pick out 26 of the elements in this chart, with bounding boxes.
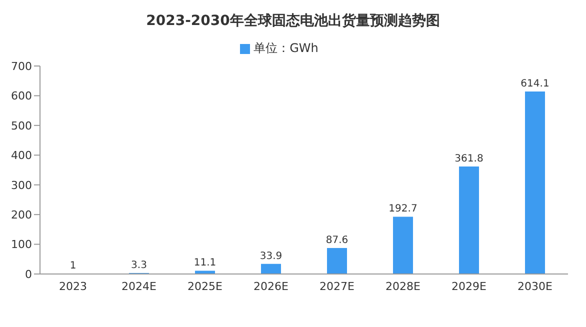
data-label: 192.7 xyxy=(388,204,418,215)
y-tick-label: 700 xyxy=(11,60,32,73)
x-tick-label: 2026E xyxy=(254,280,289,293)
x-tick-label: 2028E xyxy=(386,280,421,293)
data-label: 33.9 xyxy=(260,250,282,262)
chart-title: 2023-2030年全球固态电池出货量预测趋势图 xyxy=(145,12,441,30)
data-label: 3.3 xyxy=(131,260,147,272)
data-label: 614.1 xyxy=(520,78,550,90)
data-label: 87.6 xyxy=(326,234,348,246)
x-tick-label: 2029E xyxy=(452,280,487,293)
y-tick-label: 0 xyxy=(25,268,32,281)
y-tick-label: 200 xyxy=(11,208,32,222)
x-tick-label: 2030E xyxy=(518,280,553,293)
x-tick-label: 2023 xyxy=(59,280,87,293)
y-tick-label: 100 xyxy=(11,238,32,252)
x-tick-label: 2025E xyxy=(188,280,223,293)
x-tick-label: 2024E xyxy=(122,280,157,293)
x-tick-label: 2027E xyxy=(320,280,355,293)
y-tick-label: 600 xyxy=(11,90,32,103)
y-tick-label: 400 xyxy=(11,149,32,162)
y-tick-label: 500 xyxy=(11,119,32,132)
legend-label: 单位：GWh xyxy=(254,41,318,55)
data-label: 1 xyxy=(70,260,76,272)
data-label: 361.8 xyxy=(454,153,484,164)
y-tick-label: 300 xyxy=(11,178,32,192)
data-label: 11.1 xyxy=(194,258,216,269)
